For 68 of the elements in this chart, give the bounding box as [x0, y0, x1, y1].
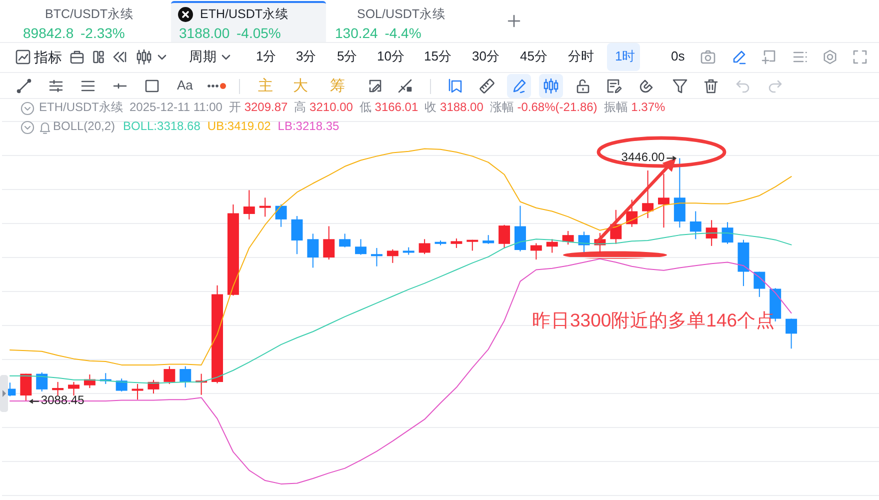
candlestick	[450, 238, 462, 248]
candlestick	[786, 318, 798, 350]
candlestick	[546, 238, 558, 254]
text: 45分	[520, 48, 548, 64]
candlestick	[339, 233, 351, 248]
text: LB:3218.35	[278, 119, 340, 134]
candlestick	[674, 158, 686, 228]
candlestick	[243, 190, 255, 220]
text: 1时	[615, 48, 636, 64]
text: 高 3210.00	[294, 100, 353, 115]
text: BTC/USDT永续	[45, 6, 134, 22]
candlestick	[259, 197, 271, 218]
text: 振幅 1.37%	[604, 100, 666, 115]
candlestick	[370, 247, 382, 267]
text: 开 3209.87	[228, 100, 288, 115]
text: ETH/USDT永续	[200, 6, 288, 22]
candlestick	[20, 373, 32, 402]
text: 收 3188.00	[424, 100, 484, 115]
text: 3188.00 -4.05%	[179, 24, 281, 42]
text: Aa	[177, 78, 193, 94]
candlestick	[307, 233, 319, 268]
text: 主	[258, 77, 273, 95]
candlestick	[562, 230, 574, 246]
candlestick	[132, 383, 144, 400]
candlestick	[498, 224, 510, 248]
text: 涨幅 -0.68%(-21.86)	[490, 100, 598, 115]
text: 130.24 -4.4%	[335, 24, 422, 42]
text: 0s	[671, 48, 685, 64]
candlestick	[52, 381, 64, 396]
candlestick	[323, 226, 335, 260]
candlestick	[642, 170, 654, 219]
text: 筹	[330, 77, 345, 95]
candlestick	[530, 242, 542, 260]
chart-title: ETH/USDT永续	[39, 100, 123, 115]
annotation: 3446.00	[621, 150, 665, 166]
candlestick	[180, 366, 192, 388]
candlestick	[722, 222, 734, 244]
text: 10分	[377, 48, 404, 64]
text: 1分	[256, 48, 276, 64]
text: 大	[293, 77, 308, 95]
candlestick	[706, 220, 718, 246]
candlestick	[658, 173, 670, 228]
text: 30分	[472, 48, 500, 64]
text: 5分	[337, 48, 358, 64]
candlestick	[386, 248, 398, 264]
candlestick	[418, 238, 430, 255]
candlestick	[275, 204, 287, 228]
candlestick	[690, 210, 702, 240]
candlestick	[68, 381, 80, 396]
candlestick	[355, 238, 367, 256]
candlestick	[36, 372, 48, 392]
annotation: 昨日3300附近的多单146个点	[532, 309, 776, 331]
candlestick	[291, 216, 303, 255]
candlestick	[164, 366, 176, 384]
chart-subtitle: 2025-12-11 11:00	[130, 100, 222, 115]
text: UB:3419.02	[207, 119, 271, 134]
legend-title: BOLL(20,2)	[53, 119, 116, 134]
text: 分时	[568, 48, 594, 64]
text: 89842.8 -2.33%	[23, 24, 125, 42]
candlestick	[116, 378, 128, 392]
text: 15分	[424, 48, 452, 64]
text: 低 3166.01	[359, 100, 418, 115]
text: 3分	[296, 48, 316, 64]
candlestick	[514, 205, 526, 252]
text: SOL/USDT永续	[357, 6, 446, 22]
text: 指标	[34, 48, 62, 66]
text: BOLL:3318.68	[123, 119, 200, 134]
text: 周期	[189, 49, 217, 65]
